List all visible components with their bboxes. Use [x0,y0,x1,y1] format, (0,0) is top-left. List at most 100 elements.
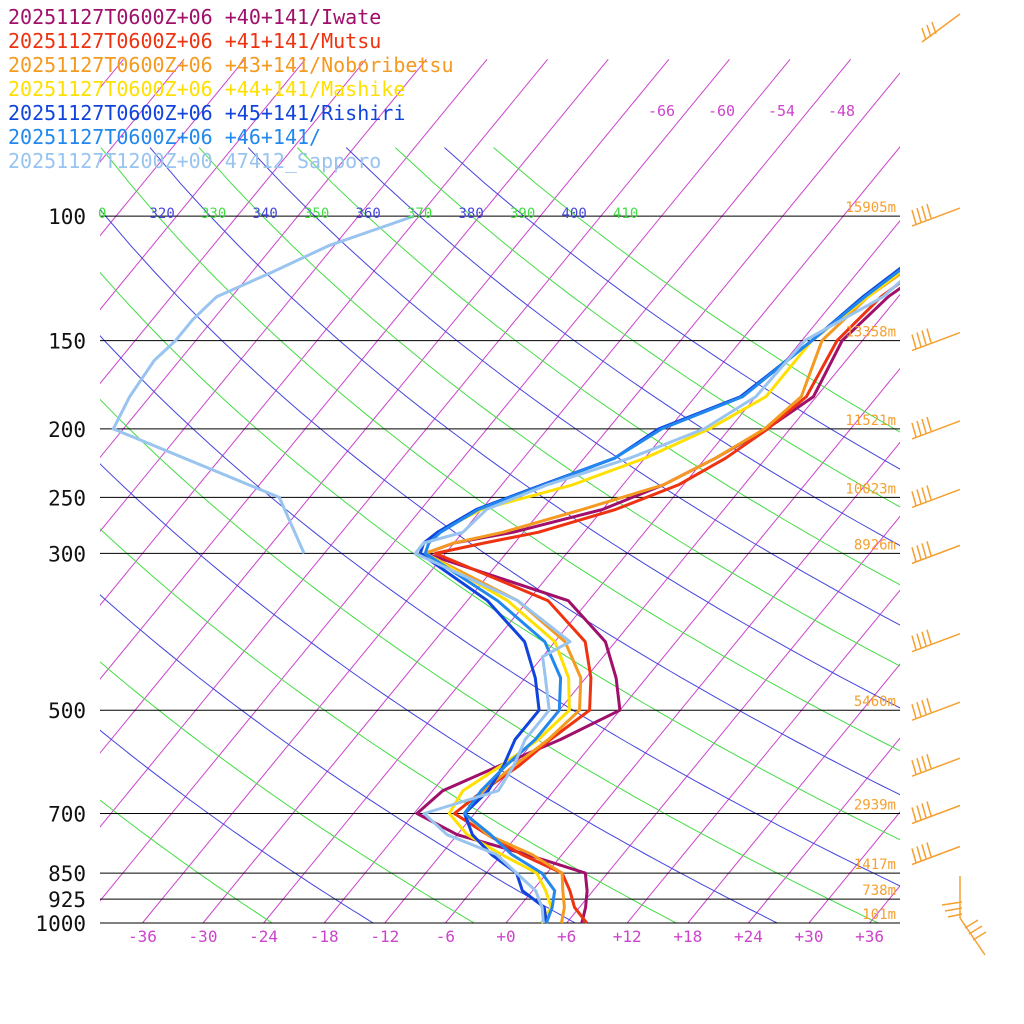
dry-adiabat-line [100,208,900,796]
temperature-tick-label: +24 [734,927,763,946]
wind-barb-flag [926,842,932,857]
wind-barb-staff [911,420,961,440]
pressure-tick-label: 100 [48,205,86,229]
wind-barb-flag [911,807,917,822]
wind-barb [911,203,961,227]
wind-barb-flag [911,635,917,650]
wind-barb-staff [959,917,986,956]
wind-barb-flag [926,24,932,38]
pressure-tick-label: 250 [48,486,86,510]
temperature-tick-label: +36 [855,927,884,946]
wind-barb-flag [916,207,922,223]
wind-barb-flag [911,848,917,863]
height-label: 2939m [854,798,896,814]
theta-label: 400 [562,206,587,222]
dry-adiabat-line [100,463,778,924]
isotherm-line [100,58,185,163]
isotherm-line [687,663,900,924]
isotherm-line [202,72,900,924]
dry-adiabat-line [100,271,900,841]
temperature-tick-label: +30 [795,927,824,946]
theta-label: 390 [510,206,535,222]
dry-adiabat-line [100,661,475,924]
legend-entry: 20251127T0600Z+06 +40+141/Iwate [8,5,381,29]
dry-adiabat-line [100,594,576,924]
wind-barb [911,541,961,565]
wind-barb-staff [911,207,961,227]
wind-barb-flag [916,633,922,648]
isotherm-line [100,58,488,533]
theta-label: 360 [356,206,381,222]
upper-isotherm-label: -54 [768,102,795,120]
wind-barb-flag [921,205,927,221]
wind-barb-flag [941,901,963,906]
isotherm-line [930,59,1024,923]
isotherm-line [808,811,900,924]
wind-barb-flag [926,753,932,769]
wind-barb-staff [911,845,961,866]
isotherm-line [0,59,2,923]
profile-line-5 [423,268,900,924]
wind-barb-flag [916,489,922,504]
temperature-tick-label: +12 [613,927,642,946]
dry-adiabat-line [345,147,900,547]
pressure-tick-label: 500 [48,699,86,723]
wind-barb-staff [911,804,961,825]
temperature-tick-label: -36 [128,927,157,946]
wind-barb-flag [926,485,932,500]
isotherm-line [100,58,670,754]
wind-barb-flag [926,801,932,816]
wind-barb-flag [921,844,927,859]
wind-barb-flag [921,487,927,502]
isotherm-line [748,737,900,924]
wind-barb-flag [916,846,922,861]
pressure-tick-label: 925 [48,888,86,912]
pressure-tick-label: 850 [48,862,86,886]
wind-barb-flag [916,332,922,347]
profile-line-6 [413,279,900,924]
wind-barb-flag [921,699,927,715]
upper-isotherm-label: -48 [828,102,855,120]
height-label: 15905m [845,200,896,216]
wind-barb-flag [921,418,927,434]
pressure-tick-label: 200 [48,418,86,442]
height-label: 11521m [845,413,896,429]
wind-barb-flag [926,328,932,343]
wind-barb [911,842,961,866]
profiles-clip [111,214,900,924]
pressure-tick-label: 300 [48,542,86,566]
isotherm-line [100,58,367,385]
wind-barb-flag [968,925,983,935]
height-label: 5460m [854,694,896,710]
temperature-tick-label: -12 [370,927,399,946]
legend-entry: 20251127T0600Z+06 +44+141/Mashike [8,77,405,101]
wind-barb-flag [931,21,937,35]
dry-adiabat-line [149,147,900,709]
temperature-tick-label: -6 [436,927,455,946]
height-label: 10023m [845,481,896,497]
sounding-profiles [111,214,900,924]
isotherm-line [100,58,427,459]
isotherm-line [384,293,900,924]
wind-barb-flag [916,805,922,820]
dry-adiabat-line [100,147,900,752]
legend-entry: 20251127T0600Z+06 +46+141/ [8,125,321,149]
isotherm-line [626,589,900,924]
pressure-tick-label: 150 [48,330,86,354]
wind-barb-flag [911,209,917,225]
height-label: 738m [862,883,896,899]
wind-barb-flag [964,919,979,929]
dry-adiabat-line [296,147,900,586]
temperature-tick-label: -30 [189,927,218,946]
legend: 20251127T0600Z+06 +40+141/Iwate 20251127T… [8,5,454,173]
dry-adiabat-line [493,147,900,433]
theta-label: 410 [613,206,638,222]
isotherm-line [991,59,1024,923]
theta-label: 0 [98,206,106,222]
isotherm-line [100,58,306,311]
wind-barb-flag [926,697,932,713]
wind-barb [911,697,961,721]
wind-barb [941,876,987,956]
